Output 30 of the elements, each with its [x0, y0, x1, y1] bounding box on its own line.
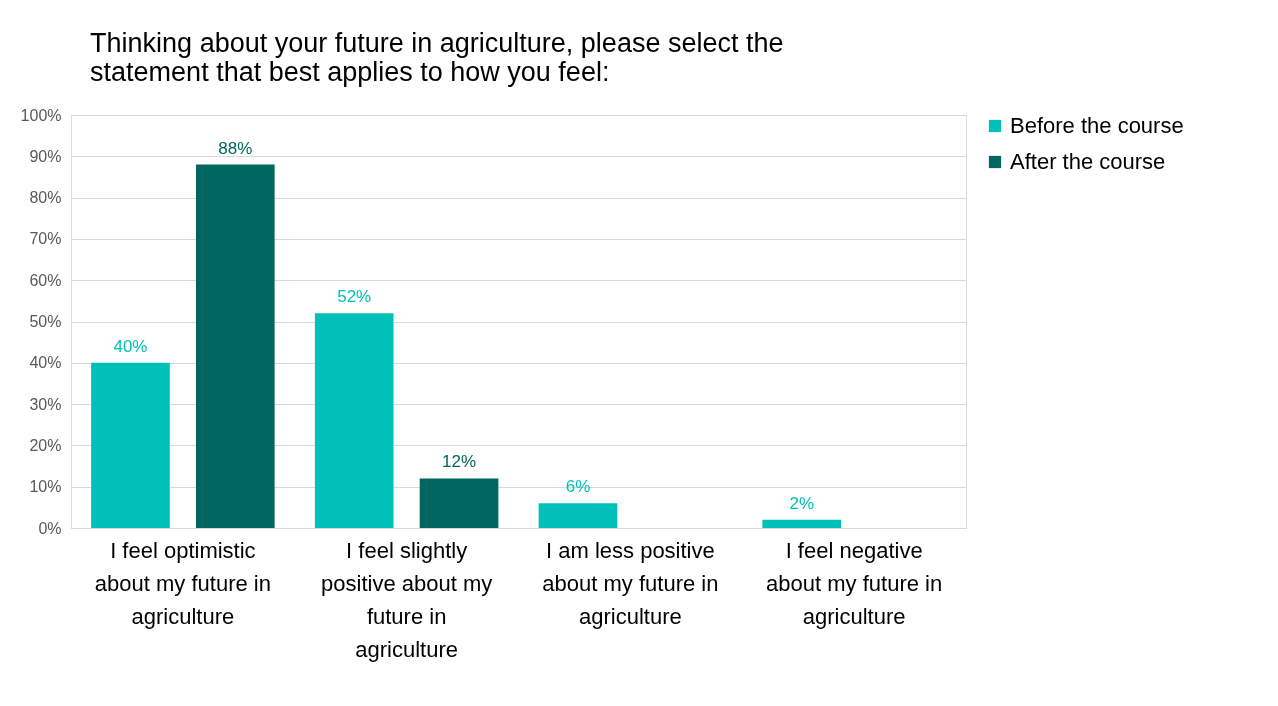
data-label: 88%: [218, 138, 253, 158]
data-label: 52%: [337, 287, 372, 307]
legend-label: After the course: [1010, 149, 1166, 174]
y-tick-label: 20%: [29, 436, 62, 454]
bar: [195, 164, 275, 528]
y-tick-label: 0%: [38, 519, 62, 537]
x-tick-label: I feel optimistic about my future in agriculture: [94, 537, 271, 629]
x-tick-label: I am less positive about my future in agriculture: [542, 537, 719, 629]
data-label: 40%: [113, 336, 148, 356]
y-tick-label: 10%: [29, 478, 62, 496]
y-tick-label: 90%: [29, 147, 62, 165]
bar: [538, 503, 618, 528]
bar: [91, 362, 170, 528]
y-tick-label: 30%: [29, 395, 62, 413]
data-label: 2%: [789, 493, 814, 513]
data-label: 12%: [442, 452, 477, 472]
x-tick-label: I feel negative about my future in agriculture: [766, 537, 943, 629]
x-tick-label: I feel slightly positive about my future in agriculture: [321, 537, 493, 662]
y-tick-label: 50%: [29, 313, 62, 330]
legend-label: Before the course: [1010, 113, 1184, 138]
y-tick-label: 80%: [29, 189, 62, 207]
bar: [314, 313, 394, 528]
y-tick-label: 60%: [29, 271, 62, 289]
y-tick-label: 100%: [20, 106, 62, 124]
chart-title: Thinking about your future in agriculture, please select the statement that best applies to how you feel:: [90, 28, 784, 87]
y-tick-label: 70%: [29, 230, 62, 248]
bar: [419, 478, 499, 528]
y-tick-label: 40%: [29, 354, 62, 372]
data-label: 6%: [565, 477, 591, 497]
bar: [762, 519, 842, 528]
